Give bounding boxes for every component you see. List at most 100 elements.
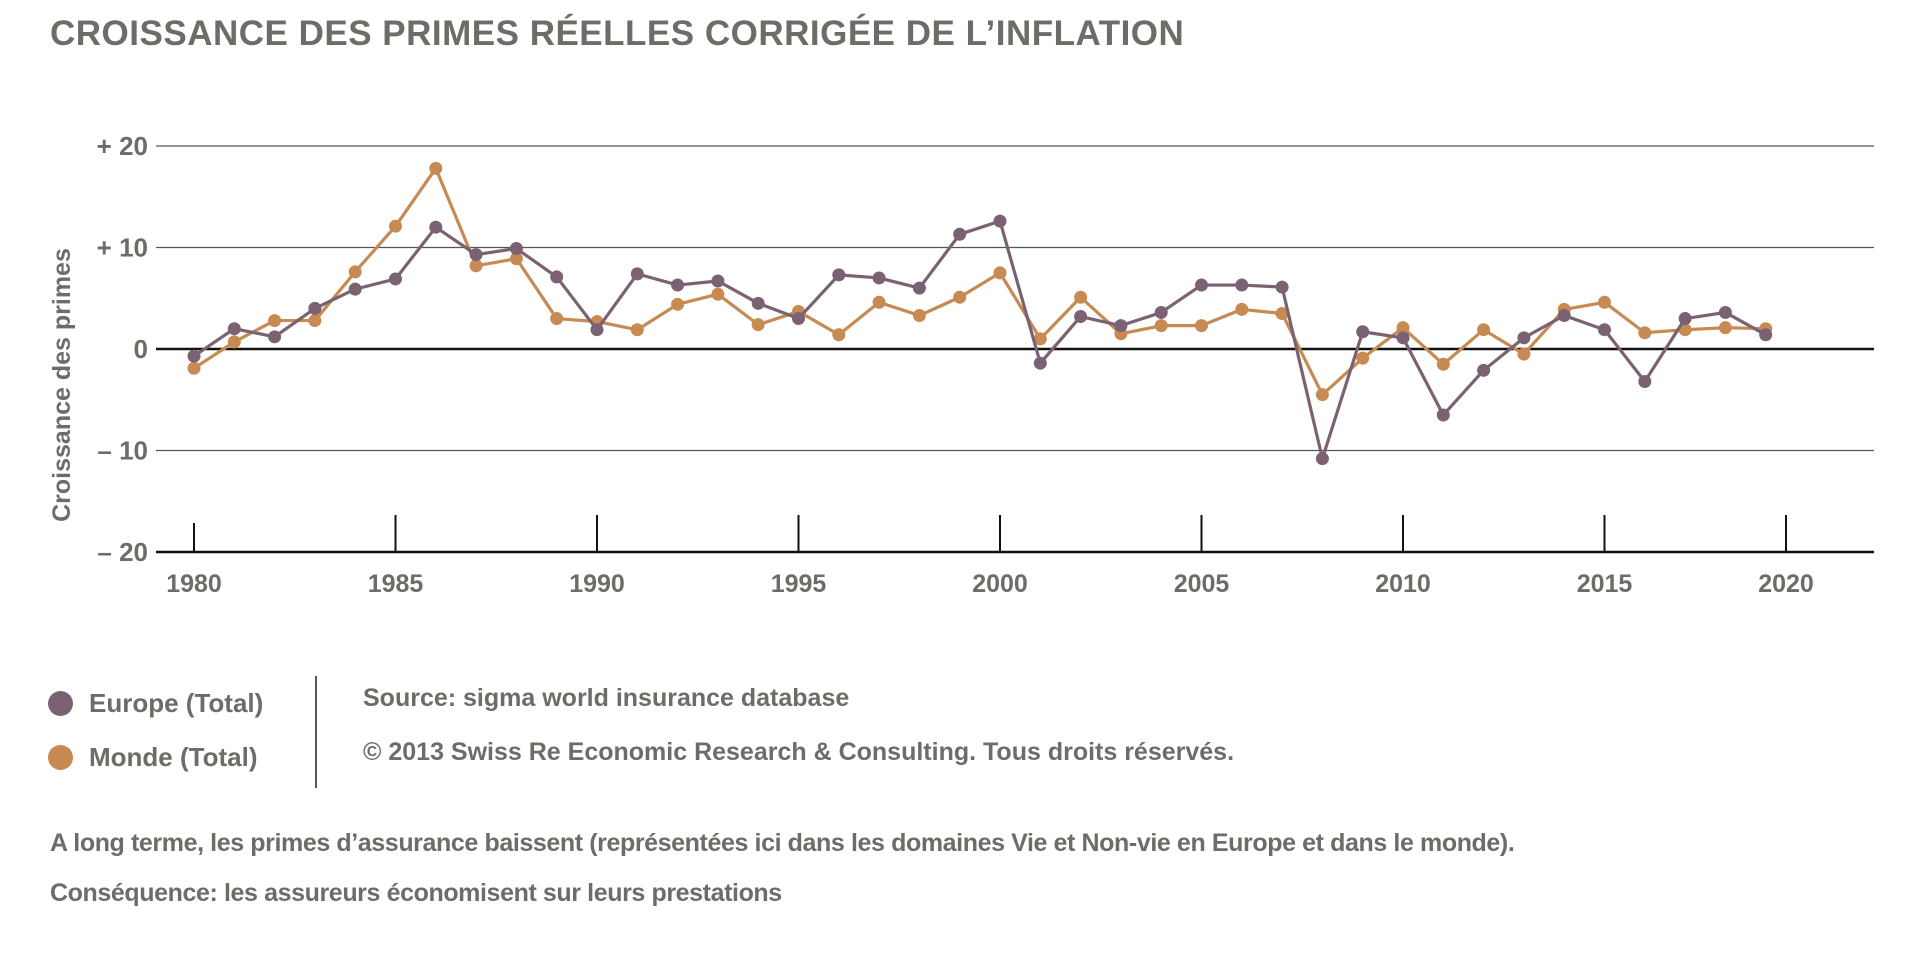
legend-label: Europe (Total) bbox=[89, 687, 264, 718]
y-tick-label: + 10 bbox=[97, 233, 148, 263]
y-tick-label: – 10 bbox=[97, 436, 148, 466]
data-point bbox=[227, 322, 241, 336]
data-point bbox=[671, 297, 685, 311]
data-point bbox=[1074, 310, 1088, 324]
source-text: Source: sigma world insurance database bbox=[363, 684, 850, 712]
data-point bbox=[590, 323, 604, 337]
data-point bbox=[1315, 452, 1329, 466]
y-axis-label: Croissance des primes bbox=[48, 248, 76, 522]
data-point bbox=[268, 314, 282, 328]
data-point bbox=[1598, 295, 1611, 309]
gridlines bbox=[156, 145, 1874, 554]
data-point bbox=[1759, 328, 1773, 342]
x-tick-label: 2010 bbox=[1375, 570, 1431, 598]
data-point bbox=[1678, 312, 1692, 326]
data-point bbox=[550, 312, 564, 326]
data-point bbox=[348, 282, 362, 296]
data-point bbox=[1235, 278, 1249, 292]
data-point bbox=[308, 314, 322, 328]
data-point bbox=[993, 266, 1007, 280]
data-point bbox=[227, 335, 241, 349]
data-point bbox=[792, 312, 805, 326]
data-point bbox=[832, 268, 846, 282]
legend-item-europe: Europe (Total) bbox=[48, 676, 263, 730]
data-point bbox=[429, 161, 443, 175]
series-line bbox=[193, 219, 1767, 461]
data-point bbox=[1718, 305, 1732, 319]
data-point bbox=[832, 328, 846, 342]
legend: Europe (Total) Monde (Total) bbox=[48, 676, 263, 784]
x-axis-ticks: 1980 1985 1990 1995 2000 2005 2010 2015 2020 bbox=[166, 515, 1814, 598]
data-point bbox=[1033, 332, 1047, 346]
data-point bbox=[630, 267, 644, 281]
data-point bbox=[1074, 290, 1088, 304]
data-point bbox=[1275, 280, 1289, 294]
data-point bbox=[429, 220, 443, 234]
data-point bbox=[1477, 323, 1491, 337]
data-point bbox=[1195, 319, 1208, 333]
data-point bbox=[1356, 351, 1370, 365]
source-block: Source: sigma world insurance database ©… bbox=[363, 678, 1234, 786]
data-point bbox=[1517, 347, 1531, 361]
x-tick-label: 1985 bbox=[368, 570, 424, 598]
data-point bbox=[389, 219, 402, 233]
x-tick-label: 2005 bbox=[1174, 570, 1230, 598]
data-point bbox=[751, 296, 765, 310]
data-point bbox=[1275, 306, 1289, 320]
data-point bbox=[1598, 323, 1611, 337]
data-point bbox=[1315, 388, 1329, 402]
data-point bbox=[912, 281, 926, 295]
data-point bbox=[469, 259, 483, 273]
legend-dot-icon bbox=[48, 744, 73, 770]
caption-line-2: Conséquence: les assureurs économisent s… bbox=[50, 879, 782, 907]
chart-title: CROISSANCE DES PRIMES RÉELLES CORRIGÉE D… bbox=[50, 14, 1185, 53]
data-point bbox=[671, 278, 685, 292]
copyright-text: © 2013 Swiss Re Economic Research & Cons… bbox=[363, 738, 1235, 766]
data-point bbox=[912, 309, 926, 323]
y-tick-label: + 20 bbox=[97, 131, 148, 161]
data-point bbox=[1477, 363, 1491, 377]
x-tick-label: 1980 bbox=[166, 570, 222, 598]
series-line bbox=[193, 166, 1766, 397]
legend-label: Monde (Total) bbox=[89, 741, 258, 772]
data-point bbox=[953, 290, 967, 304]
caption-line-1: A long terme, les primes d’assurance bai… bbox=[50, 829, 1515, 857]
data-point bbox=[1154, 319, 1168, 333]
y-tick-label: – 20 bbox=[97, 537, 148, 567]
y-tick-label: 0 bbox=[134, 334, 148, 364]
x-tick-label: 1990 bbox=[569, 570, 625, 598]
data-point bbox=[1396, 331, 1410, 345]
legend-dot-icon bbox=[48, 690, 73, 716]
data-point bbox=[348, 265, 362, 279]
y-axis-ticks: + 20 + 10 0 – 10 – 20 bbox=[97, 131, 148, 567]
data-point bbox=[1154, 305, 1168, 319]
data-point bbox=[550, 270, 564, 284]
x-tick-label: 2020 bbox=[1758, 570, 1814, 598]
caption-block: A long terme, les primes d’assurance bai… bbox=[50, 826, 1515, 926]
x-tick-label: 1995 bbox=[771, 570, 827, 598]
data-point bbox=[509, 242, 523, 256]
data-point bbox=[1557, 309, 1571, 323]
data-point bbox=[1718, 321, 1732, 335]
data-point bbox=[1638, 374, 1652, 388]
line-chart: + 20 + 10 0 – 10 – 20 1980 1985 1990 1995 2000 20… bbox=[48, 131, 1874, 598]
data-point bbox=[469, 248, 483, 262]
data-point bbox=[308, 301, 322, 315]
data-point bbox=[187, 349, 201, 363]
data-point bbox=[187, 361, 201, 375]
data-point bbox=[1517, 331, 1531, 345]
data-point bbox=[953, 227, 967, 241]
series-group bbox=[187, 161, 1773, 466]
data-point bbox=[1436, 408, 1450, 422]
data-point bbox=[509, 252, 523, 266]
data-point bbox=[1638, 326, 1652, 340]
legend-divider bbox=[315, 676, 317, 788]
data-point bbox=[1396, 321, 1410, 335]
data-point bbox=[1356, 325, 1370, 339]
legend-item-monde: Monde (Total) bbox=[48, 730, 263, 784]
series-europe bbox=[187, 214, 1773, 466]
x-tick-label: 2015 bbox=[1577, 570, 1633, 598]
data-point bbox=[711, 274, 725, 288]
data-point bbox=[1436, 357, 1450, 371]
x-tick-label: 2000 bbox=[972, 570, 1028, 598]
